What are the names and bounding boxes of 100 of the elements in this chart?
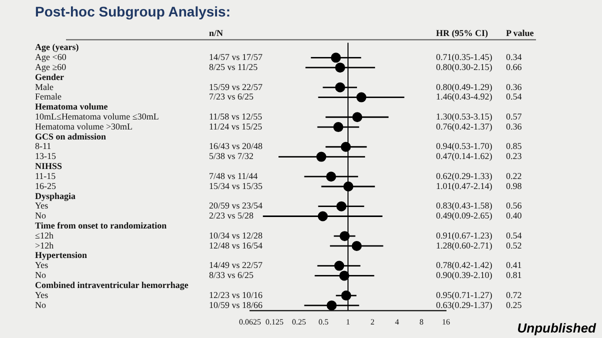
annotation: 10/59 vs 18/66 [209, 300, 264, 310]
data-label: 1.28(0.60-2.71) [436, 240, 492, 250]
y-tick-label: Combined intraventricular hemorrhage [35, 280, 188, 290]
x-tick-label: 16 [442, 317, 450, 326]
point [333, 122, 344, 132]
text: 0.81 [506, 270, 522, 280]
point [340, 231, 350, 242]
x-tick-label: 8 [420, 317, 424, 326]
point [330, 52, 341, 63]
y-tick-label: >12h [35, 240, 54, 250]
point [335, 62, 346, 73]
data-label: 0.49(0.09-2.65) [436, 210, 492, 221]
data-label: 0.95(0.71-1.27) [436, 290, 492, 300]
x-tick-label: 0.5 [318, 317, 328, 326]
text: 0.57 [506, 111, 522, 122]
point [339, 270, 350, 281]
y-tick-label: No [35, 300, 46, 310]
point [334, 260, 344, 271]
y-tick-label: Gender [35, 72, 64, 82]
text: Unpublished [517, 320, 598, 336]
x-tick-label: 4 [395, 317, 399, 326]
point [335, 82, 346, 92]
annotation: 15/59 vs 22/57 [209, 82, 264, 92]
x-tick-label: 0.0625 [239, 317, 261, 326]
data-label: 0.91(0.67-1.23) [436, 230, 492, 240]
y-tick-label: Hypertension [35, 250, 88, 260]
data-label: 0.62(0.29-1.33) [436, 170, 492, 181]
y-tick-label: Dysphagia [35, 190, 76, 201]
y-tick-label: Yes [35, 200, 49, 211]
text: 0.56 [506, 200, 522, 211]
annotation: 14/57 vs 17/57 [209, 52, 264, 62]
y-tick-label: 16-25 [35, 180, 56, 191]
y-tick-label: Time from onset to randomization [35, 220, 167, 230]
point [341, 290, 352, 301]
data-label: 0.80(0.30-2.15) [436, 62, 492, 72]
x-tick-label: 0.125 [266, 317, 284, 326]
annotation: 2/23 vs 5/28 [209, 210, 254, 221]
annotation: 5/38 vs 7/32 [209, 151, 254, 162]
text: Post-hoc Subgroup Analysis: [35, 3, 230, 20]
text: 0.22 [506, 170, 522, 181]
y-tick-label: No [35, 270, 46, 280]
text: n/N [209, 28, 224, 38]
text: 0.98 [506, 180, 522, 191]
text: 0.36 [506, 121, 522, 132]
text: 0.40 [506, 210, 522, 221]
text: 0.36 [506, 82, 522, 92]
text: 0.54 [506, 230, 522, 240]
y-tick-label: Male [35, 82, 54, 92]
annotation: 8/25 vs 11/25 [209, 62, 258, 72]
annotation: 16/43 vs 20/48 [209, 141, 264, 152]
y-tick-label: ≤12h [35, 230, 54, 240]
y-tick-label: 10mL≤Hematoma volume ≤30mL [35, 111, 159, 122]
text: 0.85 [506, 141, 522, 152]
y-tick-label: Yes [35, 260, 49, 270]
annotation: 20/59 vs 23/54 [209, 200, 264, 211]
data-label: 0.80(0.49-1.29) [436, 82, 492, 92]
text: 0.41 [506, 260, 522, 270]
text: 0.23 [506, 151, 522, 162]
text: 0.66 [506, 62, 522, 72]
annotation: 12/23 vs 10/16 [209, 290, 264, 300]
y-tick-label: Age <60 [35, 52, 67, 62]
y-tick-label: Female [35, 92, 62, 102]
point [343, 182, 354, 192]
y-tick-label: GCS on admission [35, 131, 106, 142]
annotation: 8/33 vs 6/25 [209, 270, 254, 280]
data-label: 0.90(0.39-2.10) [436, 270, 492, 280]
data-label: 0.63(0.29-1.37) [436, 300, 492, 310]
y-tick-label: 8-11 [35, 141, 52, 152]
annotation: 11/24 vs 15/25 [209, 121, 263, 132]
point [336, 201, 346, 212]
text: HR (95% CI) [436, 28, 488, 38]
y-tick-label: Hematoma volume [35, 102, 108, 112]
y-tick-label: Hematoma volume >30mL [35, 121, 133, 132]
data-label: 1.30(0.53-3.15) [436, 111, 492, 122]
annotation: 7/23 vs 6/25 [209, 92, 254, 102]
x-tick-label: 1 [346, 317, 350, 326]
data-label: 1.01(0.47-2.14) [436, 180, 492, 191]
annotation: 10/34 vs 12/28 [209, 230, 264, 240]
y-tick-label: 11-15 [35, 170, 56, 181]
data-label: 0.78(0.42-1.42) [436, 260, 492, 270]
data-label: 0.94(0.53-1.70) [436, 141, 492, 152]
text: 0.72 [506, 290, 522, 300]
annotation: 11/58 vs 12/55 [209, 111, 263, 122]
x-tick-label: 2 [370, 317, 374, 326]
text: 0.54 [506, 92, 522, 102]
y-tick-label: Age ≥60 [35, 62, 67, 72]
data-label: 0.76(0.42-1.37) [436, 121, 492, 132]
y-tick-label: Yes [35, 290, 49, 300]
text: 0.52 [506, 240, 522, 250]
data-label: 0.83(0.43-1.58) [436, 200, 492, 211]
data-label: 0.47(0.14-1.62) [436, 151, 492, 162]
annotation: 14/49 vs 22/57 [209, 260, 264, 270]
data-label: 0.71(0.35-1.45) [436, 52, 492, 62]
y-tick-label: NIHSS [35, 161, 62, 172]
annotation: 12/48 vs 16/54 [209, 240, 264, 250]
text: 0.34 [506, 52, 522, 62]
data-label: 1.46(0.43-4.92) [436, 92, 492, 102]
x-tick-label: 0.25 [292, 317, 306, 326]
annotation: 15/34 vs 15/35 [209, 180, 264, 191]
text: 0.25 [506, 300, 522, 310]
